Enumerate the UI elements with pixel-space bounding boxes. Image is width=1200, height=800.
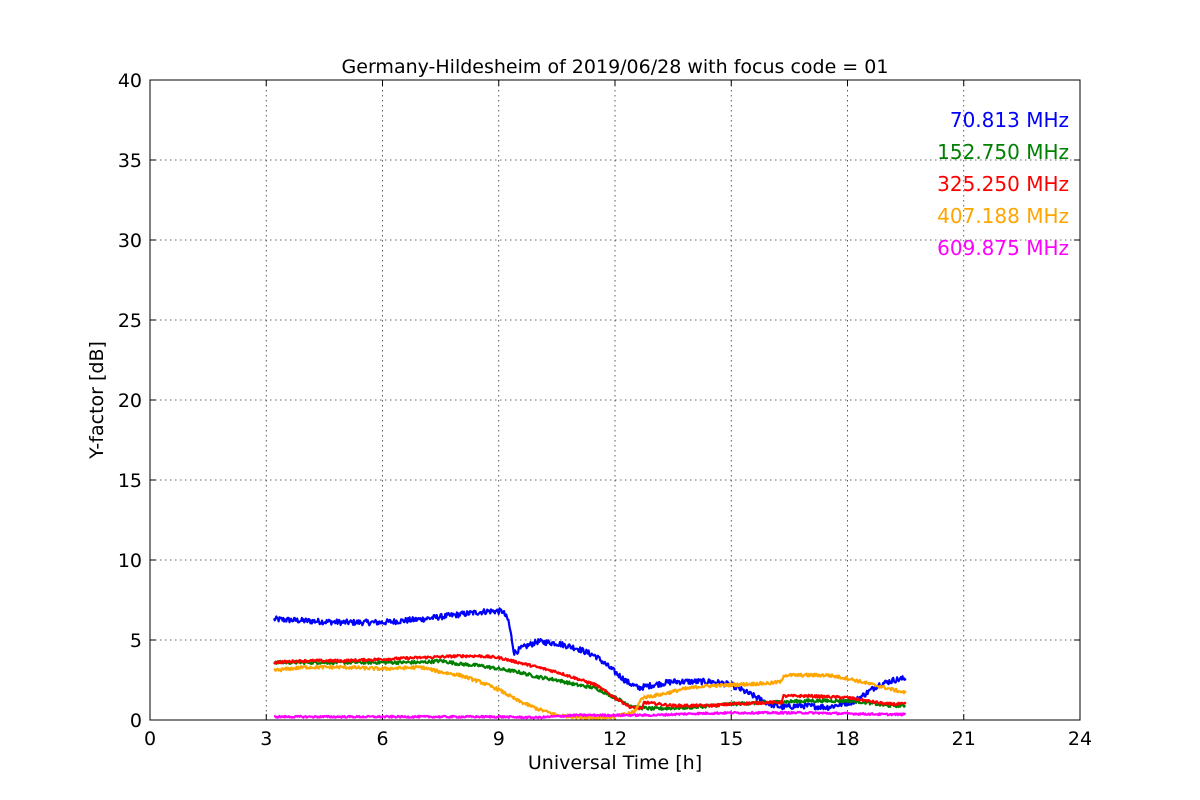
y-axis-label: Y-factor [dB] [86,341,108,460]
y-tick-label: 30 [118,230,142,252]
x-tick-label: 3 [260,728,272,750]
legend-entry: 152.750 MHz [937,140,1069,164]
series-line [273,710,907,720]
y-tick-label: 0 [130,710,142,732]
x-tick-label: 0 [144,728,156,750]
y-tick-label: 35 [118,150,142,172]
legend-entry: 70.813 MHz [950,108,1069,132]
y-tick-label: 5 [130,630,142,652]
y-tick-label: 15 [118,470,142,492]
x-tick-label: 6 [376,728,388,750]
grid-lines [150,80,1080,720]
plot-frame [149,79,1081,721]
x-tick-label: 18 [835,728,859,750]
tick-labels: 0 3 6 9 12 15 18 21 24 0 5 10 15 20 25 30 35 40 [118,70,1092,750]
y-tick-label: 10 [118,550,142,572]
x-tick-label: 9 [493,728,505,750]
x-tick-label: 12 [603,728,627,750]
plot-series [272,607,907,721]
x-tick-label: 15 [719,728,743,750]
legend-entry: 325.250 MHz [937,172,1069,196]
y-tick-label: 25 [118,310,142,332]
series-line [273,653,907,711]
x-tick-label: 21 [952,728,976,750]
x-tick-label: 24 [1068,728,1092,750]
legend-entry: 609.875 MHz [937,236,1069,260]
legend: 70.813 MHz 152.750 MHz 325.250 MHz 407.188 … [937,108,1069,260]
series-line [273,664,907,721]
series-line [273,658,906,712]
y-tick-label: 20 [118,390,142,412]
legend-entry: 407.188 MHz [937,204,1069,228]
x-axis-label: Universal Time [h] [528,752,702,774]
chart-title: Germany-Hildesheim of 2019/06/28 with fo… [342,56,889,78]
y-tick-label: 40 [118,70,142,92]
